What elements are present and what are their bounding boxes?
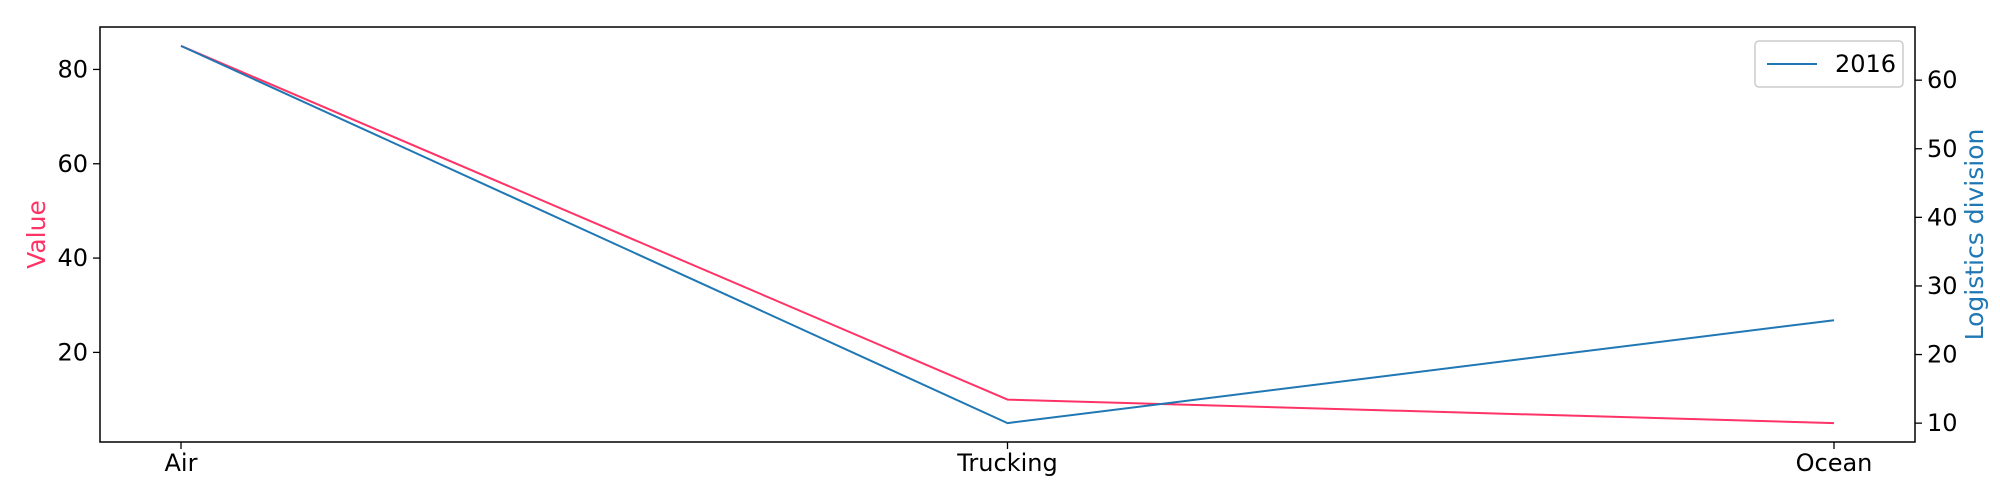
legend: 2016 (1754, 40, 1904, 88)
y-axis-label-left: Value (22, 200, 51, 269)
x-tick-label: Ocean (1796, 449, 1873, 477)
y-tick-label-right: 30 (1927, 272, 1958, 300)
y-tick-label-left: 40 (57, 244, 88, 272)
x-tick-label: Trucking (956, 449, 1057, 477)
plot-frame (99, 26, 1916, 443)
y-tick-label-left: 20 (57, 338, 88, 366)
axes-layer: Air Trucking Ocean 20 40 60 80 10 20 30 40 50 60 (57, 55, 1957, 477)
legend-entry-2016: 2016 (1835, 50, 1896, 78)
y-tick-label-left: 80 (57, 55, 88, 83)
y-tick-label-right: 20 (1927, 341, 1958, 369)
y-tick-label-right: 40 (1927, 203, 1958, 231)
y-tick-label-right: 50 (1927, 135, 1958, 163)
series-line-2016 (180, 44, 1835, 425)
y-tick-label-right: 60 (1927, 66, 1958, 94)
x-tick-label: Air (165, 449, 198, 477)
y-tick-label-right: 10 (1927, 409, 1958, 437)
legend-box (1754, 40, 1904, 88)
series-layer (180, 44, 1835, 425)
series-line-left-axis (180, 44, 1835, 425)
y-axis-label-right: Logistics division (1960, 129, 1989, 341)
y-tick-label-left: 60 (57, 150, 88, 178)
